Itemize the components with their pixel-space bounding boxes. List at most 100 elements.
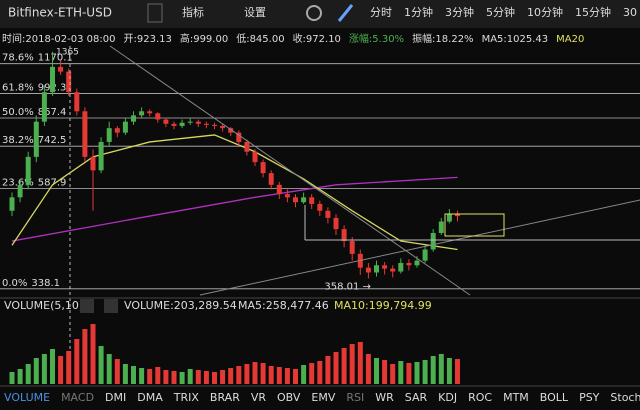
- candle-body: [309, 197, 315, 204]
- candle-body: [260, 162, 266, 174]
- candle-body: [341, 229, 347, 242]
- candle-body: [74, 92, 80, 112]
- candle-body: [114, 128, 120, 133]
- info-field: 振幅:18.22%: [412, 32, 474, 45]
- indicator-tab[interactable]: KDJ: [438, 391, 457, 404]
- candle-body: [171, 123, 177, 126]
- indicator-tab[interactable]: VOLUME: [4, 391, 50, 404]
- candle-body: [212, 124, 217, 126]
- icon[interactable]: [104, 299, 118, 313]
- pen-icon[interactable]: [337, 4, 354, 22]
- volume-bar: [365, 354, 371, 384]
- indicator-tab[interactable]: ROC: [468, 391, 492, 404]
- candle-body: [406, 262, 412, 266]
- volume-bar: [114, 359, 120, 384]
- candle-body: [41, 92, 47, 122]
- volume-bar: [195, 370, 201, 384]
- candle-body: [195, 121, 201, 124]
- candle-body: [82, 111, 88, 157]
- volume-bar: [74, 339, 80, 384]
- candle-body: [17, 184, 23, 198]
- volume-bar: [301, 365, 307, 384]
- indicator-tab[interactable]: PSY: [579, 391, 600, 404]
- selection-box: [444, 213, 505, 237]
- volume-bar: [163, 370, 169, 384]
- indicator-tab[interactable]: DMA: [137, 391, 163, 404]
- indicator-tab[interactable]: BOLL: [540, 391, 569, 404]
- candle-body: [293, 197, 298, 203]
- volume-bar: [41, 354, 47, 384]
- volume-header: VOLUME(5,10): [4, 299, 83, 312]
- indicator-button[interactable]: 指标: [182, 5, 204, 19]
- candle-body: [390, 268, 396, 272]
- candle-body: [455, 214, 460, 217]
- volume-bar: [58, 356, 64, 384]
- indicator-tab[interactable]: VR: [251, 391, 267, 404]
- candle-body: [66, 71, 72, 93]
- period-button[interactable]: 30: [623, 6, 637, 19]
- period-button[interactable]: 1分钟: [404, 5, 433, 19]
- indicator-tab[interactable]: BRAR: [210, 391, 240, 404]
- volume-bar: [212, 372, 217, 384]
- candle-body: [33, 121, 39, 157]
- info-field: 涨幅:5.30%: [349, 32, 404, 45]
- icon[interactable]: [80, 299, 94, 313]
- period-button[interactable]: 3分钟: [445, 5, 474, 19]
- fib-ratio: 61.8%: [2, 83, 34, 94]
- volume-bar: [325, 356, 331, 384]
- volume-bar: [106, 354, 112, 384]
- fib-price: 338.1: [31, 278, 60, 289]
- fib-ratio: 23.6%: [2, 178, 34, 189]
- candle-body: [90, 156, 96, 171]
- indicator-tab[interactable]: MACD: [61, 391, 94, 404]
- period-button[interactable]: 5分钟: [486, 5, 515, 19]
- fib-price: 587.9: [38, 178, 67, 189]
- settings-button[interactable]: 设置: [244, 6, 266, 19]
- candle-body: [349, 241, 355, 254]
- icon[interactable]: [147, 3, 163, 23]
- candle-body: [414, 260, 420, 266]
- indicator-tab[interactable]: OBV: [277, 391, 301, 404]
- period-button[interactable]: 10分钟: [527, 5, 563, 19]
- candle-body: [9, 197, 15, 211]
- period-button[interactable]: 15分钟: [575, 5, 611, 19]
- candle-body: [163, 119, 169, 124]
- period-button[interactable]: 分时: [370, 6, 392, 19]
- info-field: 高:999.00: [180, 32, 228, 45]
- indicator-tab[interactable]: EMV: [311, 391, 335, 404]
- candle-body: [365, 267, 371, 273]
- volume-bar: [17, 369, 23, 384]
- candle-body: [131, 115, 136, 122]
- volume-bar: [293, 369, 298, 384]
- volume-ma10: MA10:199,794.99: [334, 299, 432, 312]
- candle-body: [430, 232, 436, 250]
- gear-icon[interactable]: [306, 5, 322, 21]
- volume-bar: [50, 349, 55, 384]
- volume-bar: [252, 362, 258, 384]
- candle-body: [422, 249, 428, 261]
- indicator-tab[interactable]: DMI: [105, 391, 126, 404]
- indicator-tab[interactable]: TRIX: [173, 391, 200, 404]
- volume-bar: [414, 362, 420, 384]
- volume-bar: [9, 372, 15, 384]
- volume-bar: [33, 358, 39, 384]
- indicator-tab[interactable]: StochRSI: [610, 391, 640, 404]
- candle-body: [228, 128, 234, 133]
- fib-ratio: 78.6%: [2, 53, 34, 64]
- indicator-tab[interactable]: MTM: [503, 391, 529, 404]
- indicator-tab[interactable]: WR: [375, 391, 394, 404]
- candle-body: [438, 221, 444, 233]
- candle-body: [382, 265, 388, 269]
- volume-bar: [220, 370, 226, 384]
- candle-body: [122, 121, 128, 133]
- volume-bar: [309, 363, 315, 384]
- volume-ma5: MA5:258,477.46: [238, 299, 329, 312]
- candle-body: [236, 132, 242, 142]
- moving-average: [11, 134, 458, 251]
- indicator-tab[interactable]: SAR: [405, 391, 428, 404]
- pair[interactable]: Bitfinex-ETH-USD: [8, 6, 112, 20]
- fib-ratio: 38.2%: [2, 135, 34, 146]
- indicator-tab[interactable]: RSI: [346, 391, 364, 404]
- volume-bar: [357, 342, 363, 384]
- peak-label: 1365: [56, 48, 79, 58]
